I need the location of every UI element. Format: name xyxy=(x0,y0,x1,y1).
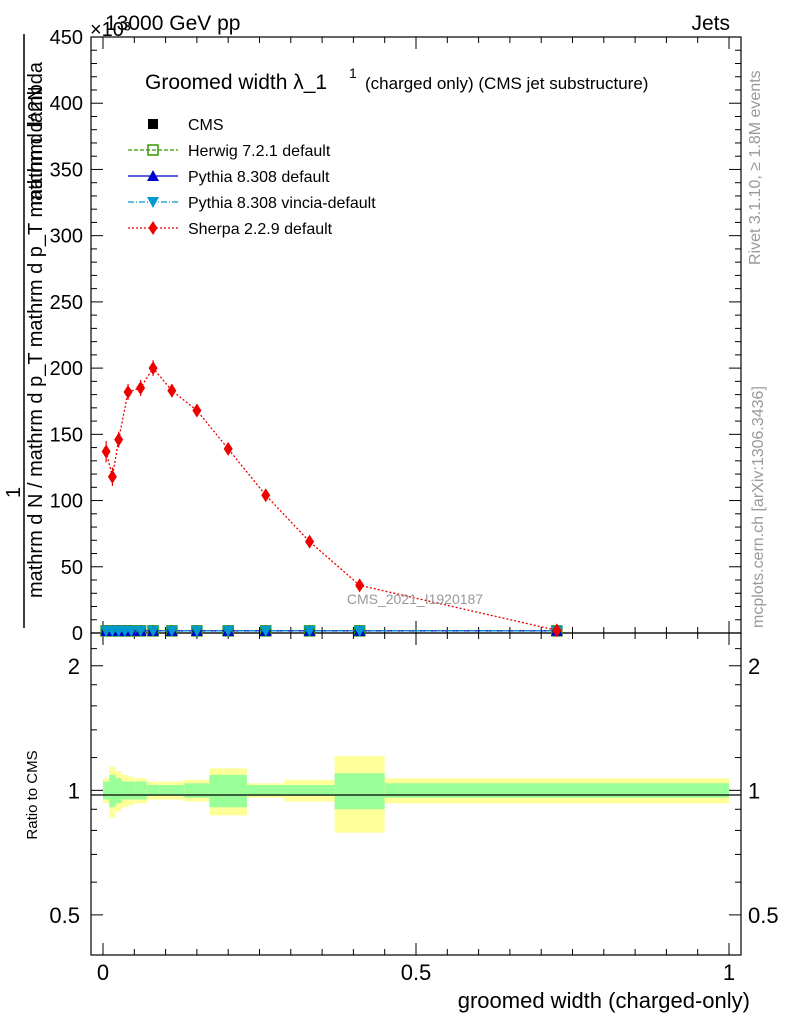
stat-uncertainty-band xyxy=(159,785,185,796)
legend-label: CMS xyxy=(188,117,224,134)
legend-marker xyxy=(148,119,158,129)
x-tick-label: 1 xyxy=(723,960,735,985)
x-tick-label: 0.5 xyxy=(401,960,432,985)
ratio-y-tick-label: 0.5 xyxy=(49,903,80,928)
ylabel-denominator: mathrm d N / mathrm d p_T mathrm d p_T m… xyxy=(25,61,47,598)
y-tick-label: 150 xyxy=(50,424,83,446)
stat-uncertainty-band xyxy=(128,781,135,800)
data-point xyxy=(259,625,272,637)
y-tick-label: 250 xyxy=(50,292,83,314)
data-point xyxy=(355,578,365,593)
y-tick-label: 400 xyxy=(50,93,83,115)
ylabel-top: 1 xyxy=(3,487,25,498)
y-tick-label: 0 xyxy=(72,623,83,645)
x-axis-label: groomed width (charged-only) xyxy=(458,988,750,1013)
ratio-y-tick-label: 1 xyxy=(68,778,80,803)
y-tick-label: 450 xyxy=(50,27,83,49)
data-point xyxy=(148,361,158,376)
stat-uncertainty-band xyxy=(121,781,129,800)
ratio-y-tick-label-right: 1 xyxy=(748,778,760,803)
data-point xyxy=(167,383,177,398)
y-tick-label: 100 xyxy=(50,491,83,513)
chart-title-superscript: 1 xyxy=(349,65,357,81)
series-line xyxy=(105,367,557,631)
stat-uncertainty-band xyxy=(134,781,147,800)
data-point xyxy=(101,444,111,459)
y-tick-label: 350 xyxy=(50,159,83,181)
legend-marker xyxy=(147,197,159,208)
chart-title-main: Groomed width xyxy=(145,71,287,94)
legend-label: Herwig 7.2.1 default xyxy=(188,143,331,160)
y-tick-label: 200 xyxy=(50,358,83,380)
stat-uncertainty-band xyxy=(334,773,385,810)
data-point xyxy=(261,488,271,503)
ratio-y-tick-label-right: 2 xyxy=(748,654,760,679)
stat-uncertainty-band xyxy=(246,785,285,796)
data-point xyxy=(223,441,233,456)
ratio-axis-ticks: 0.5 0.5 1 1 2 2 0 0.5 1 xyxy=(49,633,779,985)
data-point xyxy=(134,625,147,637)
chart-title: Groomed width λ_1 xyxy=(145,71,327,94)
data-point xyxy=(147,625,160,637)
stat-uncertainty-band xyxy=(109,774,116,808)
stat-uncertainty-band xyxy=(146,785,160,796)
data-point xyxy=(123,384,133,399)
data-point xyxy=(190,625,203,637)
watermark: CMS_2021_I1920187 xyxy=(347,591,483,607)
data-point xyxy=(125,625,138,637)
chart-title-suffix: (charged only) (CMS jet substructure) xyxy=(365,74,648,93)
data-point xyxy=(552,623,562,638)
y-tick-label: 300 xyxy=(50,226,83,248)
ratio-ylabel: Ratio to CMS xyxy=(24,750,41,839)
legend-label: Sherpa 2.2.9 default xyxy=(188,221,333,238)
mcplots-label: mcplots.cern.ch [arXiv:1306.3436] xyxy=(750,386,767,628)
energy-label: 13000 GeV pp xyxy=(105,12,240,35)
data-point xyxy=(303,625,316,637)
legend: CMS Herwig 7.2.1 default Pythia 8.308 defa… xyxy=(128,117,376,238)
legend-marker xyxy=(148,221,158,235)
ratio-y-tick-label: 2 xyxy=(68,654,80,679)
stat-uncertainty-band xyxy=(284,785,335,796)
data-point xyxy=(114,432,124,447)
stat-uncertainty-band xyxy=(209,774,247,808)
category-label: Jets xyxy=(691,12,730,35)
rivet-label: Rivet 3.1.10, ≥ 1.8M events xyxy=(747,70,764,265)
data-point xyxy=(305,534,315,549)
series-layer xyxy=(100,360,563,638)
legend-marker xyxy=(147,170,159,181)
stat-uncertainty-band xyxy=(184,783,210,798)
stat-uncertainty-band xyxy=(384,783,729,798)
data-point xyxy=(165,625,178,637)
legend-marker xyxy=(147,144,159,156)
y-tick-label: 50 xyxy=(61,557,83,579)
stat-uncertainty-band xyxy=(103,781,110,800)
data-point xyxy=(222,625,235,637)
exponent-label: ×10³ xyxy=(90,19,131,41)
x-tick-label: 0 xyxy=(97,960,109,985)
chart-title-symbol: λ_1 xyxy=(293,71,327,94)
main-axis-ticks: 0 50 100 150 200 250 300 350 400 450 xyxy=(50,27,741,645)
data-point xyxy=(107,469,117,484)
data-point xyxy=(192,403,202,418)
data-point xyxy=(353,625,366,637)
ylabel-numerator: mathrm d^2N xyxy=(25,86,47,205)
ratio-uncertainty-bands xyxy=(103,756,729,833)
stat-uncertainty-band xyxy=(115,778,122,804)
ratio-y-tick-label-right: 0.5 xyxy=(748,903,779,928)
legend-label: Pythia 8.308 default xyxy=(188,169,330,186)
legend-label: Pythia 8.308 vincia-default xyxy=(188,195,376,212)
data-point xyxy=(136,380,146,395)
